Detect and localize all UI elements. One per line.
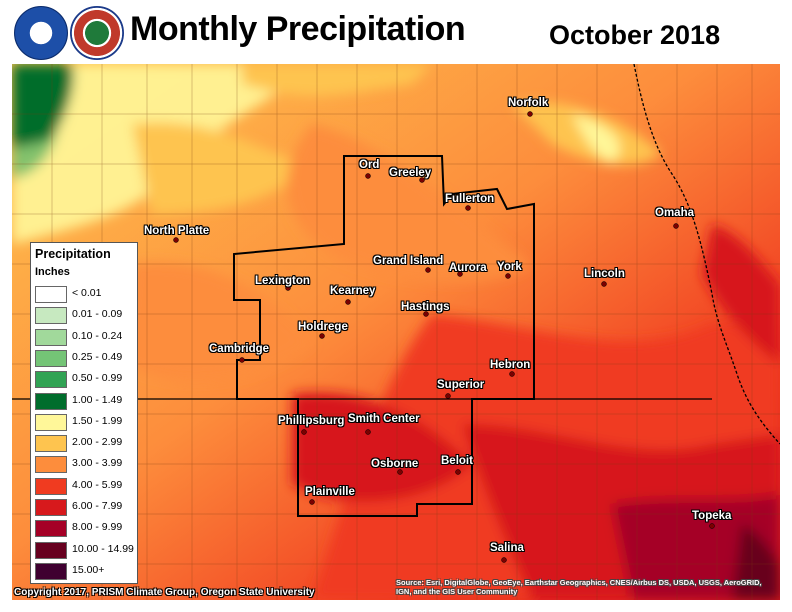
header: Monthly Precipitation October 2018 xyxy=(0,0,792,64)
legend-label: 0.10 - 0.24 xyxy=(72,329,123,342)
city-label: Cambridge xyxy=(209,343,270,355)
legend-units: Inches xyxy=(35,266,70,278)
legend-swatch xyxy=(35,413,67,431)
legend-swatch xyxy=(35,371,67,389)
precipitation-map xyxy=(12,64,780,600)
legend-title: Precipitation xyxy=(35,247,111,261)
legend: Precipitation Inches < 0.01 0.01 - 0.09 0.… xyxy=(30,242,138,584)
legend-swatch xyxy=(35,286,67,303)
missouri-river xyxy=(633,64,780,445)
legend-label: 0.01 - 0.09 xyxy=(72,308,123,321)
legend-swatch xyxy=(35,328,67,346)
legend-swatch xyxy=(35,541,67,559)
legend-swatch xyxy=(35,435,67,453)
city-label: Norfolk xyxy=(508,97,549,109)
legend-item: 15.00+ xyxy=(35,562,135,580)
legend-item: 0.25 - 0.49 xyxy=(35,349,135,367)
city-label: Topeka xyxy=(692,510,732,522)
city-label: Holdrege xyxy=(298,321,348,333)
city-label: Smith Center xyxy=(348,413,420,425)
city-label: Fullerton xyxy=(445,193,495,205)
city-label: Lexington xyxy=(255,275,310,287)
legend-item: 0.10 - 0.24 xyxy=(35,328,135,346)
precip-shading xyxy=(12,64,780,600)
legend-item: < 0.01 xyxy=(35,286,135,303)
city-label: Salina xyxy=(490,542,524,554)
legend-item: 4.00 - 5.99 xyxy=(35,477,135,495)
legend-label: 8.00 - 9.99 xyxy=(72,521,123,534)
legend-label: 6.00 - 7.99 xyxy=(72,500,123,512)
city-label: North Platte xyxy=(144,225,210,237)
city-label: Plainville xyxy=(305,486,355,498)
legend-swatch xyxy=(35,307,67,325)
city-label: Hebron xyxy=(490,359,531,371)
legend-label: 1.50 - 1.99 xyxy=(72,414,123,427)
legend-item: 6.00 - 7.99 xyxy=(35,499,135,516)
legend-label: 4.00 - 5.99 xyxy=(72,478,123,491)
city-label: Beloit xyxy=(441,455,473,467)
legend-swatch xyxy=(35,392,67,410)
legend-swatch xyxy=(35,562,67,580)
legend-swatch xyxy=(35,499,67,516)
legend-item: 0.50 - 0.99 xyxy=(35,371,135,389)
city-label: Omaha xyxy=(655,207,694,219)
city-label: Phillipsburg xyxy=(278,415,345,427)
cwa-boundary xyxy=(233,155,535,517)
city-label: Hastings xyxy=(401,301,450,313)
city-dots xyxy=(173,111,715,563)
legend-item: 0.01 - 0.09 xyxy=(35,307,135,325)
legend-swatch xyxy=(35,520,67,538)
noaa-logo xyxy=(14,6,68,60)
legend-item: 2.00 - 2.99 xyxy=(35,435,135,453)
legend-label: 1.00 - 1.49 xyxy=(72,393,123,406)
source-attribution: Source: Esri, DigitalGlobe, GeoEye, Eart… xyxy=(396,578,762,596)
city-label: Lincoln xyxy=(584,268,625,280)
legend-swatch xyxy=(35,477,67,495)
legend-swatch xyxy=(35,349,67,367)
legend-label: 3.00 - 3.99 xyxy=(72,457,123,470)
map-title: Monthly Precipitation xyxy=(130,10,466,48)
legend-label: 0.25 - 0.49 xyxy=(72,350,123,363)
nws-logo xyxy=(70,6,124,60)
legend-swatch xyxy=(35,456,67,474)
city-label: Osborne xyxy=(371,458,419,470)
map-subtitle: October 2018 xyxy=(549,20,721,50)
legend-item: 8.00 - 9.99 xyxy=(35,520,135,538)
city-label: Ord xyxy=(359,159,380,171)
city-label: Kearney xyxy=(330,285,376,297)
copyright-text: Copyright 2017, PRISM Climate Group, Ore… xyxy=(14,587,315,598)
city-label: York xyxy=(497,261,522,273)
city-label: Greeley xyxy=(389,167,432,179)
city-label: Superior xyxy=(437,379,485,391)
legend-label: 0.50 - 0.99 xyxy=(72,372,123,385)
legend-item: 3.00 - 3.99 xyxy=(35,456,135,474)
city-label: Aurora xyxy=(449,262,487,274)
legend-label: 15.00+ xyxy=(72,563,105,576)
legend-item: 1.00 - 1.49 xyxy=(35,392,135,410)
legend-label: 2.00 - 2.99 xyxy=(72,436,123,449)
legend-item: 10.00 - 14.99 xyxy=(35,541,135,559)
legend-item: 1.50 - 1.99 xyxy=(35,413,135,431)
legend-label: < 0.01 xyxy=(72,287,102,299)
legend-label: 10.00 - 14.99 xyxy=(72,542,134,555)
city-label: Grand Island xyxy=(373,255,444,267)
